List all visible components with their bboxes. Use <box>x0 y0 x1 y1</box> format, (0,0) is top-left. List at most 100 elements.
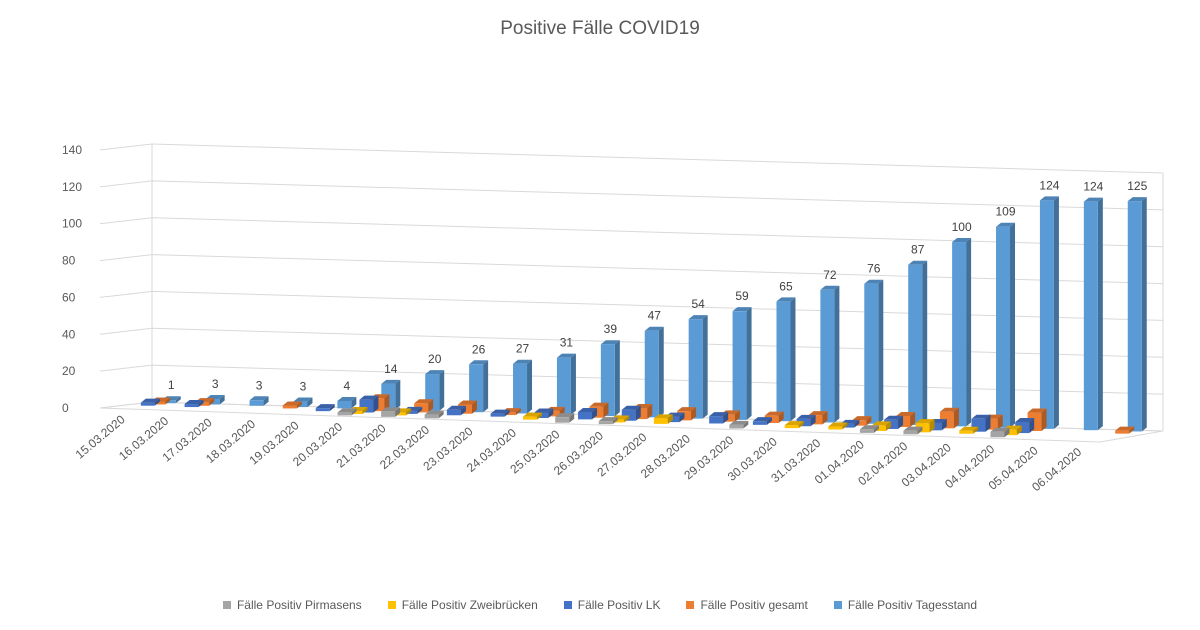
bar-f-lle-positiv-lk <box>578 408 598 420</box>
bar-f-lle-positiv-tagesstand <box>776 297 796 422</box>
legend-swatch <box>686 601 695 609</box>
data-label: 4 <box>344 379 351 393</box>
data-label: 76 <box>867 262 881 276</box>
bar-f-lle-positiv-lk <box>709 412 729 424</box>
y-tick-label: 0 <box>62 401 69 415</box>
bar-f-lle-positiv-zweibr-cken <box>871 421 891 431</box>
bar-f-lle-positiv-tagesstand <box>996 222 1016 428</box>
data-label: 3 <box>212 377 219 391</box>
bar-f-lle-positiv-tagesstand <box>820 285 840 423</box>
bar-f-lle-positiv-pirmasens <box>424 410 444 419</box>
bar-f-lle-positiv-tagesstand <box>337 397 357 409</box>
bar-f-lle-positiv-gesamt <box>282 401 302 409</box>
data-label: 100 <box>952 220 972 234</box>
bar-f-lle-positiv-pirmasens <box>903 426 923 435</box>
legend-item: Fälle Positiv LK <box>563 598 661 612</box>
bar-f-lle-positiv-tagesstand <box>600 340 620 417</box>
data-label: 124 <box>1039 178 1059 192</box>
data-label: 14 <box>384 362 398 376</box>
legend-label: Fälle Positiv Tagesstand <box>847 598 978 612</box>
bar-f-lle-positiv-tagesstand <box>952 238 972 427</box>
chart-title: Positive Fälle COVID19 <box>500 18 700 39</box>
bar-f-lle-positiv-lk <box>752 417 772 425</box>
bar-f-lle-positiv-zweibr-cken <box>523 412 543 420</box>
legend-item: Fälle Positiv Tagesstand <box>833 598 978 612</box>
data-label: 72 <box>823 268 837 282</box>
bar-f-lle-positiv-lk <box>1015 418 1035 434</box>
y-tick-label: 80 <box>62 254 76 268</box>
bar-f-lle-positiv-lk <box>315 404 335 412</box>
bar-f-lle-positiv-tagesstand <box>249 396 269 406</box>
bar-f-lle-positiv-lk <box>140 398 160 406</box>
legend-swatch <box>563 601 572 609</box>
y-tick-label: 20 <box>62 364 76 378</box>
bar-f-lle-positiv-gesamt <box>1115 426 1135 434</box>
bar-f-lle-positiv-lk <box>884 415 904 429</box>
bar-f-lle-positiv-zweibr-cken <box>959 426 979 434</box>
data-label: 3 <box>256 378 263 392</box>
bar-f-lle-positiv-tagesstand <box>908 260 928 426</box>
bar-f-lle-positiv-lk <box>621 405 641 421</box>
gridline <box>99 143 1164 174</box>
data-label: 125 <box>1127 179 1147 193</box>
data-label: 65 <box>779 279 793 293</box>
data-label: 39 <box>604 322 618 336</box>
bar-f-lle-positiv-gesamt <box>896 411 916 428</box>
data-label: 20 <box>428 352 442 366</box>
bar-f-lle-positiv-pirmasens <box>381 407 401 417</box>
bar-f-lle-positiv-pirmasens <box>729 420 749 429</box>
bar-f-lle-positiv-lk <box>490 409 510 417</box>
legend-item: Fälle Positiv Pirmasens <box>222 598 362 612</box>
bar-f-lle-positiv-tagesstand <box>732 307 752 420</box>
bar-f-lle-positiv-tagesstand <box>1039 196 1059 429</box>
data-label: 3 <box>300 380 307 394</box>
data-label: 54 <box>691 297 705 311</box>
bar-f-lle-positiv-tagesstand <box>864 279 884 424</box>
legend: Fälle Positiv Pirmasens Fälle Positiv Zwe… <box>0 598 1200 612</box>
legend-swatch <box>222 601 231 609</box>
floor <box>99 401 1164 443</box>
bar-f-lle-positiv-zweibr-cken <box>784 421 804 429</box>
legend-swatch <box>833 601 842 609</box>
bar-f-lle-positiv-tagesstand <box>556 353 576 415</box>
bar-f-lle-positiv-tagesstand <box>688 315 708 419</box>
legend-swatch <box>387 601 396 609</box>
bar-f-lle-positiv-lk <box>446 405 466 416</box>
bar-f-lle-positiv-pirmasens <box>555 413 575 423</box>
data-label: 31 <box>560 336 574 350</box>
data-label: 47 <box>648 309 662 323</box>
data-label: 1 <box>168 378 175 392</box>
legend-label: Fälle Positiv Pirmasens <box>236 598 362 612</box>
bar-f-lle-positiv-tagesstand <box>469 360 489 413</box>
bar-f-lle-positiv-pirmasens <box>598 417 618 425</box>
data-label: 27 <box>516 342 530 356</box>
bar-f-lle-positiv-tagesstand <box>513 359 533 414</box>
legend-label: Fälle Positiv LK <box>577 598 661 612</box>
y-tick-label: 100 <box>62 217 82 231</box>
bar-f-lle-positiv-lk <box>184 400 204 408</box>
legend-item: Fälle Positiv gesamt <box>686 598 808 612</box>
data-label: 109 <box>996 205 1016 219</box>
data-label: 124 <box>1083 180 1103 194</box>
bar-f-lle-positiv-zweibr-cken <box>915 419 935 433</box>
bar-f-lle-positiv-pirmasens <box>990 427 1010 438</box>
data-label: 59 <box>735 289 749 303</box>
data-label: 87 <box>911 243 925 257</box>
legend-label: Fälle Positiv gesamt <box>700 598 808 612</box>
data-label: 26 <box>472 342 486 356</box>
bar-f-lle-positiv-zweibr-cken <box>828 422 848 430</box>
y-tick-label: 120 <box>62 180 82 194</box>
bar-f-lle-positiv-zweibr-cken <box>653 414 673 424</box>
bar-f-lle-positiv-tagesstand <box>644 326 664 418</box>
legend-label: Fälle Positiv Zweibrücken <box>401 598 538 612</box>
bar-f-lle-positiv-pirmasens <box>337 408 357 416</box>
y-tick-label: 60 <box>62 290 76 304</box>
y-tick-label: 140 <box>62 143 82 157</box>
y-tick-label: 40 <box>62 327 76 341</box>
bar-f-lle-positiv-tagesstand <box>1083 197 1103 431</box>
bar-f-lle-positiv-pirmasens <box>859 425 879 433</box>
legend-item: Fälle Positiv Zweibrücken <box>387 598 538 612</box>
bar-f-lle-positiv-tagesstand <box>1127 197 1147 432</box>
